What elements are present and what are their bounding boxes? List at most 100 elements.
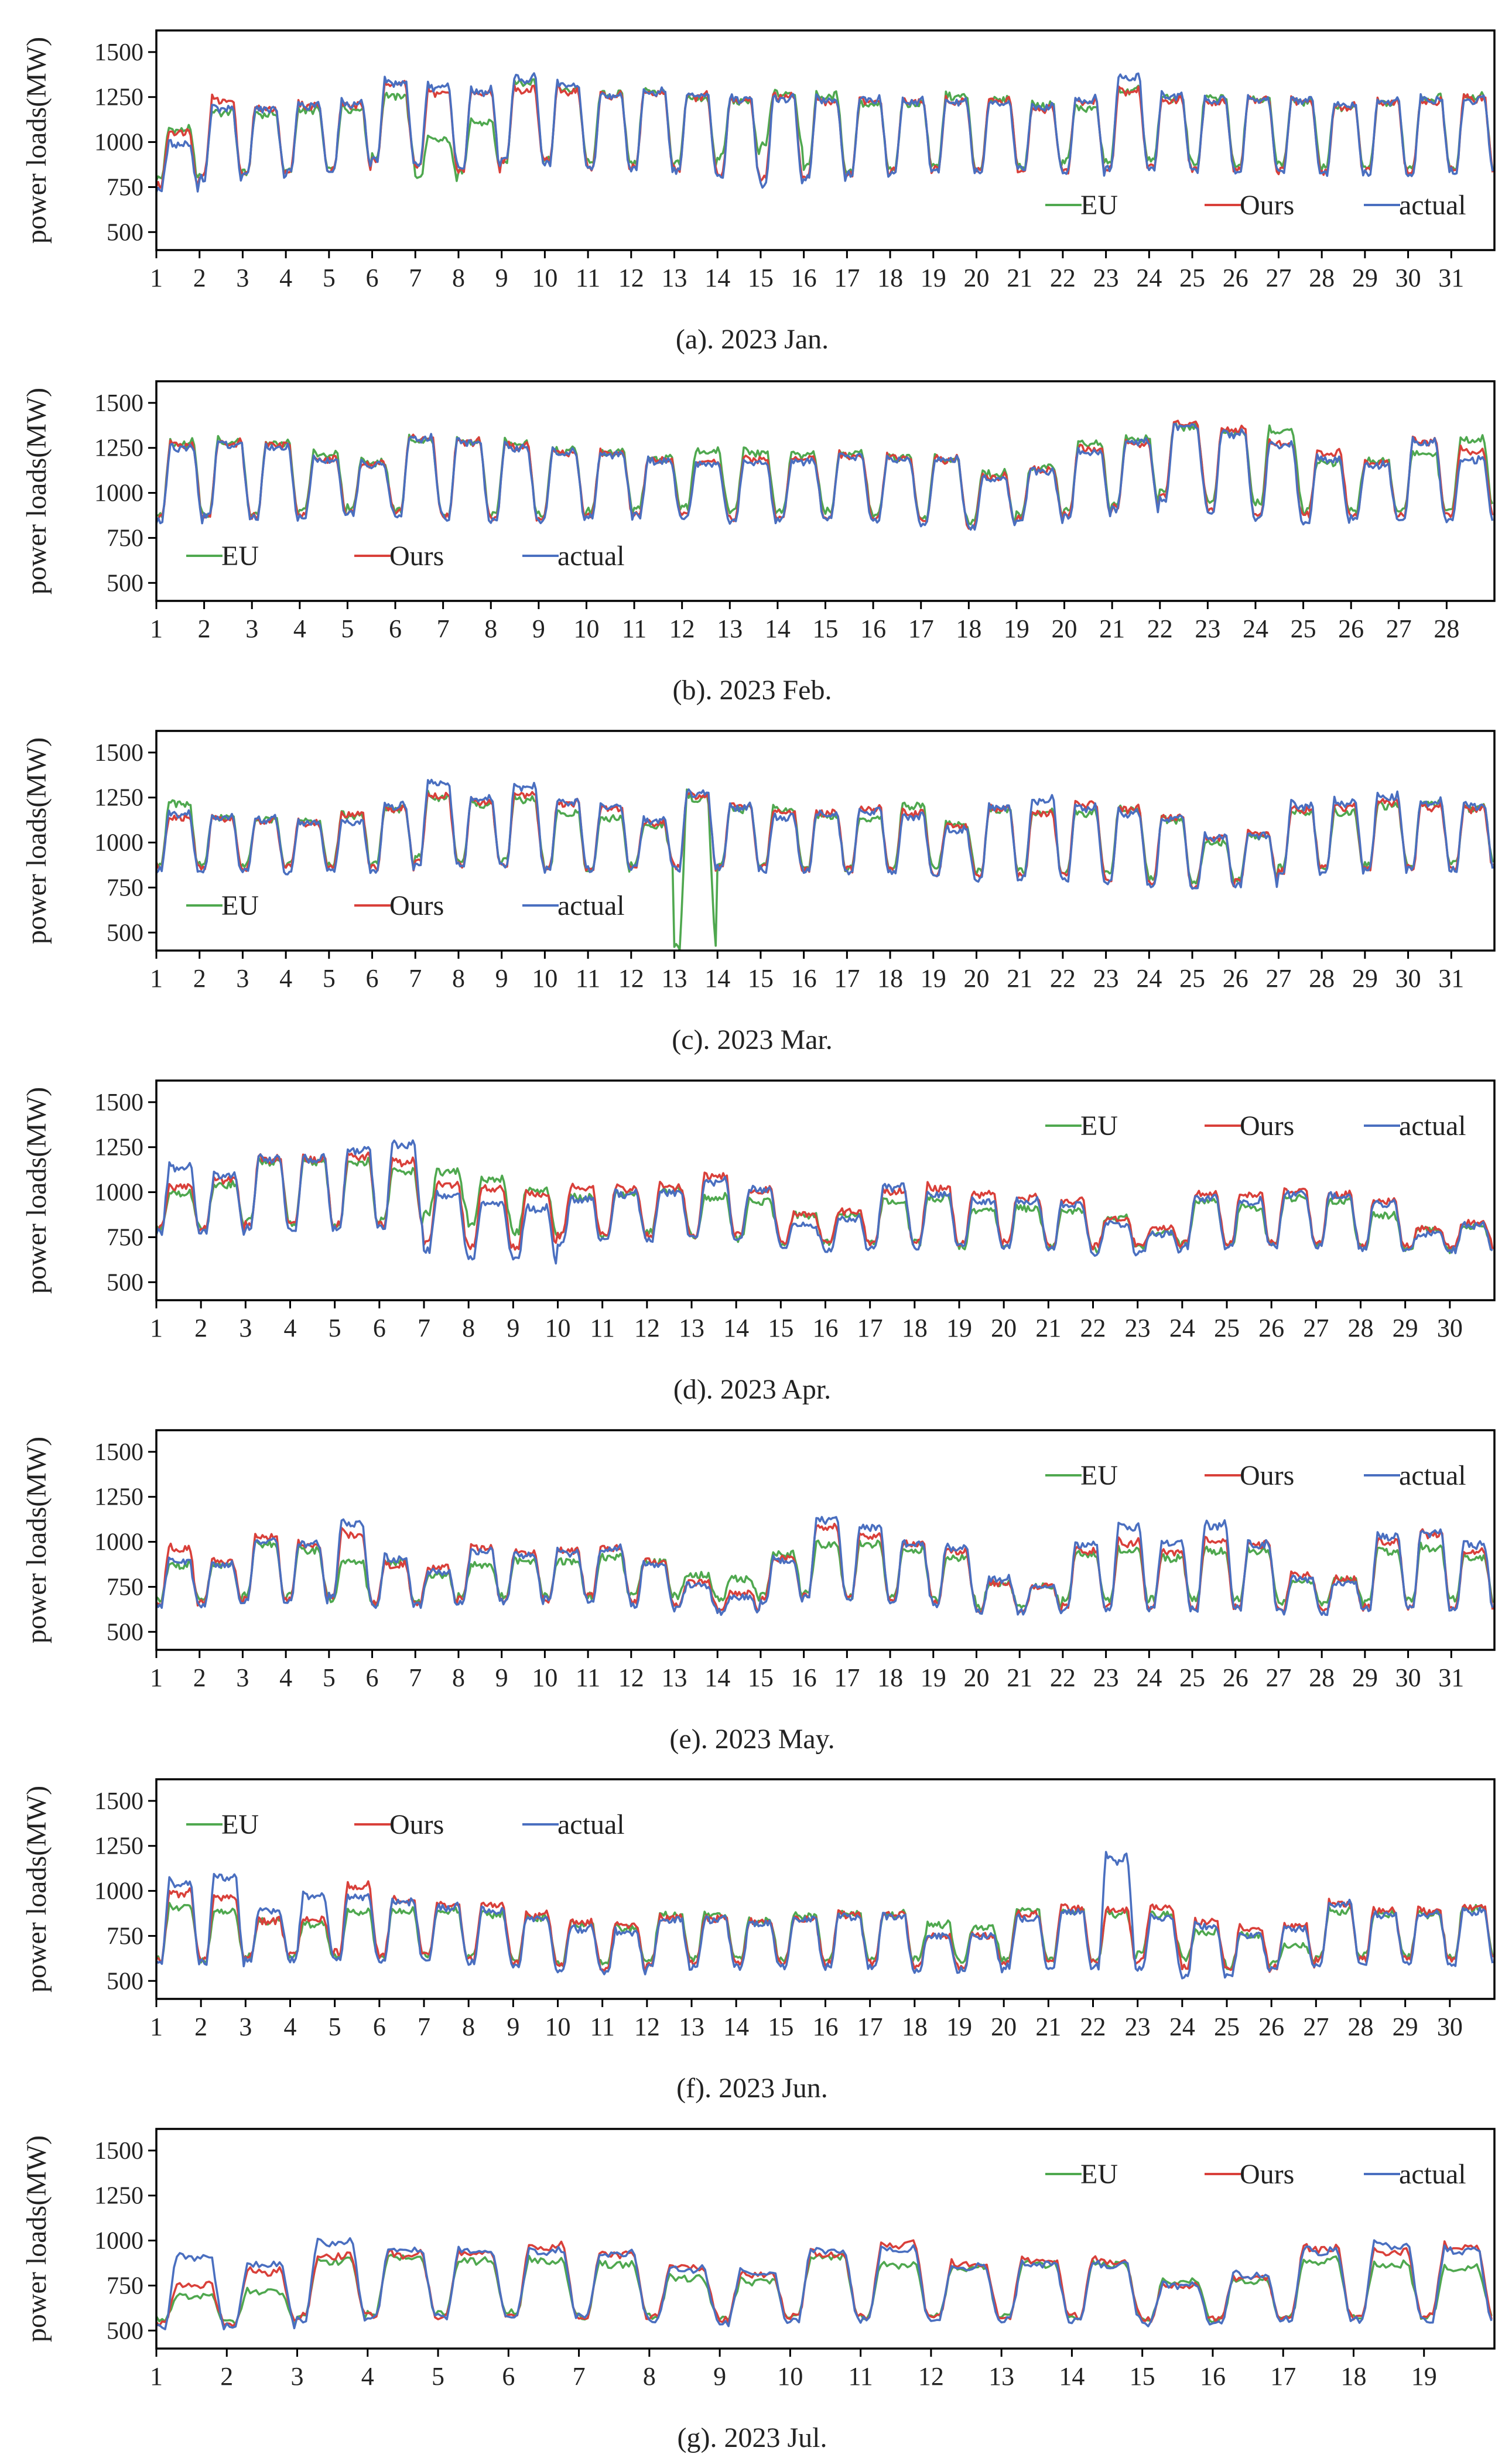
x-tick-label: 12 [618, 964, 644, 993]
y-axis-label: power loads(MW) [21, 1786, 52, 1992]
series-line-actual [156, 1851, 1494, 1980]
x-tick-label: 18 [877, 264, 903, 292]
x-tick-label: 5 [323, 1663, 336, 1692]
x-tick-label: 3 [239, 1314, 252, 1342]
x-tick-label: 22 [1080, 2012, 1106, 2041]
x-tick-label: 3 [236, 964, 249, 993]
plot-frame [155, 1079, 1496, 1301]
series-line-ours [156, 1523, 1494, 1614]
legend-label: EU [1080, 1110, 1118, 1141]
x-tick-label: 8 [462, 2012, 475, 2041]
y-tick-label: 1250 [94, 1484, 143, 1511]
x-tick-label: 27 [1265, 264, 1291, 292]
series-group [156, 72, 1494, 193]
x-tick-label: 27 [1386, 614, 1412, 643]
x-tick-label: 7 [409, 264, 422, 292]
x-tick-label: 6 [373, 2012, 386, 2041]
x-tick-label: 5 [323, 264, 336, 292]
plot-frame [155, 380, 1496, 602]
legend-label: EU [221, 541, 259, 572]
series-line-actual [156, 1139, 1493, 1265]
x-tick-label: 27 [1303, 2012, 1329, 2041]
x-tick-label: 5 [329, 2012, 341, 2041]
legend: EU Ours actual [186, 890, 625, 921]
series-line-ours [156, 1880, 1494, 1974]
x-tick-label: 30 [1437, 2012, 1463, 2041]
series-group [156, 1851, 1494, 1980]
y-tick-label: 750 [107, 525, 143, 552]
series-group [156, 778, 1494, 951]
x-tick-label: 10 [545, 1314, 571, 1342]
legend: EU Ours actual [1045, 2159, 1466, 2190]
chart-caption: (g). 2023 Jul. [678, 2422, 827, 2453]
plot-frame [155, 1429, 1496, 1651]
x-tick-label: 26 [1223, 964, 1248, 993]
legend-label: Ours [1240, 1110, 1294, 1141]
x-tick-label: 17 [1270, 2362, 1296, 2391]
x-tick-label: 13 [679, 1314, 704, 1342]
x-tick-label: 2 [193, 1663, 206, 1692]
x-tick-label: 14 [765, 614, 791, 643]
x-tick-label: 7 [409, 1663, 422, 1692]
legend-label: Ours [389, 541, 444, 572]
x-tick-label: 4 [284, 2012, 297, 2041]
y-tick-label: 1000 [94, 830, 143, 857]
y-tick-label: 500 [107, 570, 143, 597]
y-axis-label: power loads(MW) [21, 1437, 52, 1643]
x-tick-label: 11 [590, 2012, 614, 2041]
y-axis-label: power loads(MW) [21, 388, 52, 594]
x-tick-label: 1 [150, 2362, 163, 2391]
x-tick-label: 1 [150, 1314, 163, 1342]
x-tick-label: 26 [1223, 264, 1248, 292]
legend-label: EU [1080, 1460, 1118, 1491]
x-tick-label: 10 [545, 2012, 571, 2041]
x-tick-label: 30 [1395, 1663, 1421, 1692]
y-tick-label: 1000 [94, 480, 143, 507]
x-tick-label: 9 [713, 2362, 726, 2391]
x-tick-label: 2 [198, 614, 211, 643]
x-tick-label: 17 [857, 2012, 883, 2041]
x-tick-label: 8 [484, 614, 497, 643]
x-tick-label: 18 [956, 614, 981, 643]
plot-frame [155, 29, 1496, 251]
y-tick-label: 500 [107, 920, 143, 946]
y-tick-label: 500 [107, 2318, 143, 2344]
x-tick-label: 28 [1309, 264, 1335, 292]
x-tick-label: 12 [634, 1314, 660, 1342]
x-tick-label: 26 [1258, 1314, 1284, 1342]
y-axis-label: power loads(MW) [21, 1087, 52, 1294]
x-tick-label: 23 [1125, 2012, 1151, 2041]
x-tick-label: 29 [1393, 1314, 1418, 1342]
x-tick-label: 2 [193, 264, 206, 292]
chart-caption: (d). 2023 Apr. [673, 1374, 831, 1405]
y-tick-label: 1500 [94, 2138, 143, 2165]
x-tick-label: 18 [877, 964, 903, 993]
y-tick-label: 1500 [94, 39, 143, 66]
x-tick-label: 9 [495, 264, 508, 292]
x-tick-label: 7 [437, 614, 450, 643]
y-tick-label: 1500 [94, 740, 143, 767]
y-tick-label: 1000 [94, 129, 143, 156]
y-tick-label: 1500 [94, 1089, 143, 1116]
legend-label: actual [557, 890, 625, 921]
x-tick-label: 5 [341, 614, 354, 643]
x-tick-label: 23 [1093, 264, 1119, 292]
x-tick-label: 29 [1393, 2012, 1418, 2041]
x-tick-label: 24 [1169, 2012, 1195, 2041]
y-axis-label: power loads(MW) [21, 2135, 52, 2342]
x-tick-label: 1 [150, 614, 163, 643]
x-tick-label: 21 [1099, 614, 1125, 643]
x-tick-label: 21 [1007, 264, 1032, 292]
y-tick-label: 500 [107, 1269, 143, 1296]
y-tick-label: 1250 [94, 84, 143, 111]
legend-label: actual [1399, 1110, 1466, 1141]
x-tick-label: 24 [1243, 614, 1268, 643]
y-tick-label: 1500 [94, 390, 143, 417]
x-tick-label: 6 [366, 1663, 379, 1692]
legend-label: EU [1080, 2159, 1118, 2190]
plot-frame [155, 2128, 1496, 2350]
legend-label: actual [1399, 2159, 1466, 2190]
y-tick-label: 1250 [94, 435, 143, 462]
